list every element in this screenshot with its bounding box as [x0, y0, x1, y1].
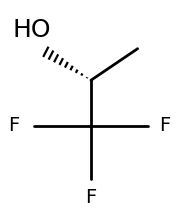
Text: HO: HO — [12, 18, 51, 42]
Text: F: F — [85, 188, 97, 207]
Text: F: F — [159, 116, 170, 135]
Text: F: F — [8, 116, 19, 135]
